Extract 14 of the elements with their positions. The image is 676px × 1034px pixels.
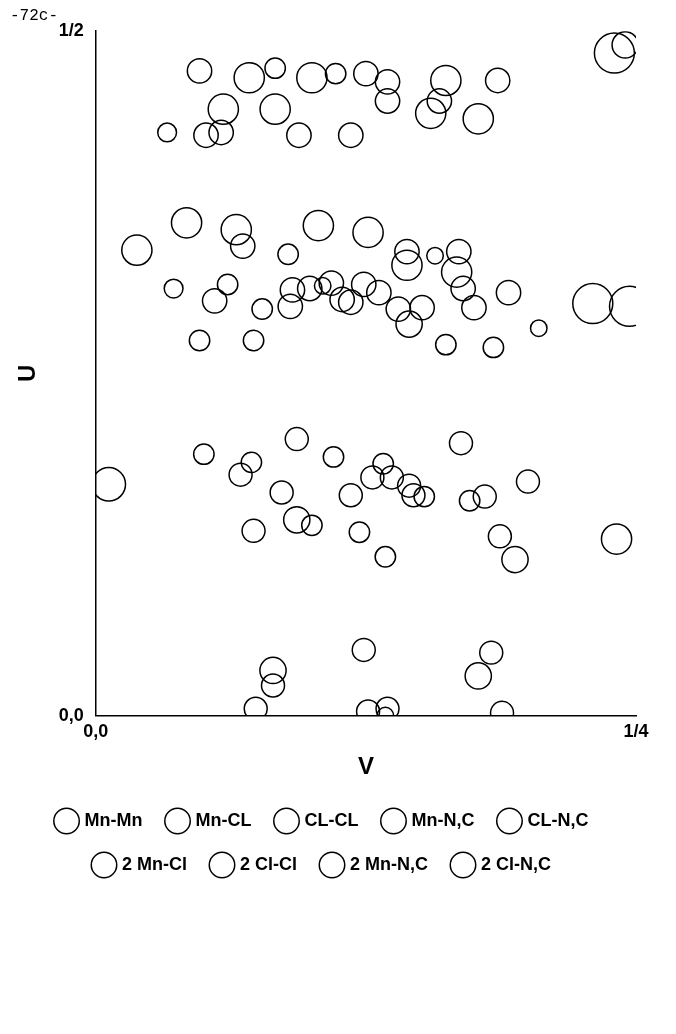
y-tick-label: 1/2 xyxy=(58,20,84,41)
y-axis-title: U xyxy=(13,364,41,383)
legend-label: 2 Mn-Cl xyxy=(122,853,187,874)
legend-label: Mn-N,C xyxy=(411,809,475,830)
x-tick-label: 1/4 xyxy=(623,721,649,742)
legend-label: Mn-Mn xyxy=(84,809,143,830)
legend-label: 2 Cl-N,C xyxy=(481,853,552,874)
legend-label: CL-N,C xyxy=(527,809,589,830)
legend-label: Mn-CL xyxy=(195,809,252,830)
legend-label: 2 Mn-N,C xyxy=(350,853,428,874)
legend-label: 2 Cl-Cl xyxy=(240,853,298,874)
x-axis-title: V xyxy=(357,752,374,780)
legend-label: CL-CL xyxy=(304,809,359,830)
chart-title: -72c- xyxy=(10,6,59,25)
